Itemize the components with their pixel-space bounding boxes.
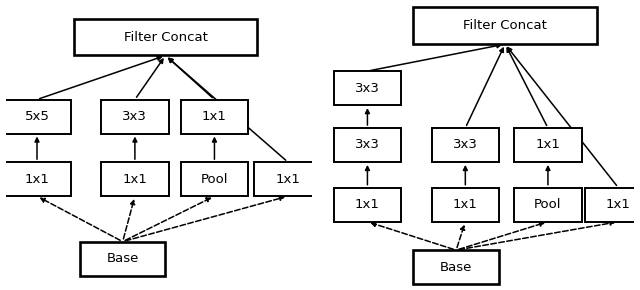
- FancyBboxPatch shape: [80, 242, 166, 276]
- FancyBboxPatch shape: [334, 188, 401, 222]
- FancyBboxPatch shape: [431, 128, 499, 162]
- Text: 1x1: 1x1: [122, 173, 147, 186]
- FancyBboxPatch shape: [101, 162, 168, 196]
- Text: Pool: Pool: [534, 198, 562, 211]
- Text: 1x1: 1x1: [606, 198, 631, 211]
- FancyBboxPatch shape: [180, 99, 248, 134]
- FancyBboxPatch shape: [254, 162, 321, 196]
- FancyBboxPatch shape: [334, 128, 401, 162]
- Text: 1x1: 1x1: [24, 173, 49, 186]
- FancyBboxPatch shape: [515, 188, 582, 222]
- FancyBboxPatch shape: [413, 7, 597, 44]
- FancyBboxPatch shape: [3, 162, 70, 196]
- Text: Base: Base: [440, 261, 472, 274]
- FancyBboxPatch shape: [515, 128, 582, 162]
- Text: 3x3: 3x3: [355, 139, 380, 151]
- Text: Base: Base: [106, 252, 139, 265]
- FancyBboxPatch shape: [3, 99, 70, 134]
- Text: Filter Concat: Filter Concat: [124, 30, 207, 44]
- Text: 1x1: 1x1: [453, 198, 478, 211]
- FancyBboxPatch shape: [334, 71, 401, 105]
- Text: 5x5: 5x5: [24, 110, 49, 123]
- FancyBboxPatch shape: [431, 188, 499, 222]
- FancyBboxPatch shape: [74, 19, 257, 55]
- FancyBboxPatch shape: [585, 188, 640, 222]
- Text: 1x1: 1x1: [202, 110, 227, 123]
- Text: 3x3: 3x3: [355, 82, 380, 95]
- FancyBboxPatch shape: [413, 250, 499, 284]
- Text: 1x1: 1x1: [536, 139, 561, 151]
- Text: 3x3: 3x3: [122, 110, 147, 123]
- Text: Pool: Pool: [201, 173, 228, 186]
- Text: 1x1: 1x1: [355, 198, 380, 211]
- Text: Filter Concat: Filter Concat: [463, 19, 547, 32]
- Text: 1x1: 1x1: [275, 173, 300, 186]
- FancyBboxPatch shape: [180, 162, 248, 196]
- Text: 3x3: 3x3: [453, 139, 478, 151]
- FancyBboxPatch shape: [101, 99, 168, 134]
